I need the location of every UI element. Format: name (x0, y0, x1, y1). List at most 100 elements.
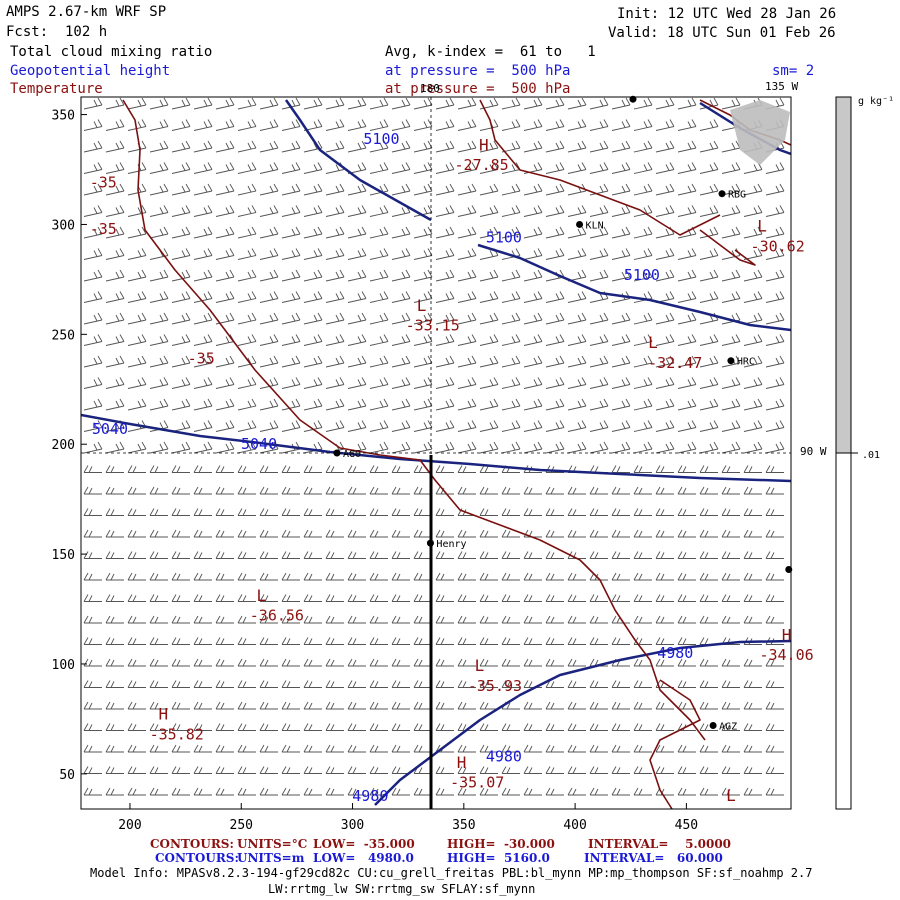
wind-barb (193, 529, 212, 538)
wind-barb (215, 398, 235, 411)
wind-barb (347, 637, 366, 645)
wind-barb (215, 465, 234, 473)
wind-barb (677, 334, 697, 346)
wind-barb (281, 701, 300, 710)
wind-barb (369, 637, 388, 645)
wind-barb (523, 355, 543, 368)
wind-barb (677, 248, 697, 260)
wind-barb (259, 465, 278, 473)
wind-barb (347, 269, 367, 282)
wind-barb (457, 615, 476, 624)
wind-barb (633, 248, 653, 260)
wind-barb (479, 420, 499, 432)
wind-barb (479, 334, 499, 346)
temperature-contour-label: -32.47 (648, 354, 702, 372)
wind-barb (391, 355, 411, 368)
wind-barb (589, 529, 608, 538)
wind-barb (435, 594, 454, 602)
wind-barb (325, 680, 344, 688)
wind-barb (655, 441, 675, 454)
wind-barb (347, 377, 367, 389)
wind-barb (149, 723, 168, 731)
wind-barb (215, 291, 235, 303)
wind-barb (567, 766, 586, 774)
wind-barb (699, 701, 718, 710)
wind-barb (149, 377, 169, 389)
wind-barb (149, 508, 168, 516)
wind-barb (347, 226, 367, 239)
station-label: KLN (586, 220, 604, 231)
wind-barb (215, 334, 235, 346)
field-temp-title: Temperature (10, 81, 103, 97)
wind-barb (259, 658, 278, 667)
wind-barb (435, 441, 455, 454)
wind-barb (347, 334, 367, 346)
wind-barb (215, 658, 234, 667)
wind-barb (171, 291, 191, 303)
wind-barb (721, 465, 740, 473)
wind-barb (479, 787, 498, 796)
wind-barb (325, 119, 345, 131)
wind-barb (171, 615, 190, 624)
wind-barb (303, 248, 323, 260)
wind-barb (567, 334, 587, 346)
wind-barb (171, 140, 191, 153)
wind-barb (369, 312, 389, 325)
wind-barb (567, 248, 587, 260)
wind-barb (721, 615, 740, 624)
wind-barb (171, 529, 190, 538)
wind-barb (259, 723, 278, 731)
wind-barb (765, 269, 785, 282)
wind-barb (435, 226, 455, 239)
wind-barb (457, 744, 476, 753)
wind-barb (765, 594, 784, 602)
wind-barb (589, 508, 608, 516)
wind-barb (633, 312, 653, 325)
wind-barb (413, 312, 433, 325)
wind-barb (237, 529, 256, 538)
wind-barb (721, 508, 740, 516)
wind-barb (171, 226, 191, 239)
wind-barb (259, 140, 279, 153)
wind-barb (721, 205, 741, 217)
wind-barb (611, 594, 630, 602)
station-marker (426, 539, 434, 547)
wind-barb (655, 486, 674, 495)
wind-barb (171, 334, 191, 346)
wind-barb (457, 291, 477, 303)
wind-barb (765, 355, 785, 368)
map-overlay: g kg⁻¹ .01 180 135 W 90 W 200 250 300 350 400 450 3… (52, 80, 895, 833)
wind-barb (149, 486, 168, 495)
wind-barb (545, 766, 564, 774)
wind-barb (215, 269, 235, 282)
wind-barb (501, 766, 520, 774)
wind-barb (281, 248, 301, 260)
wind-barb (523, 508, 542, 516)
wind-barb (303, 183, 323, 196)
wind-barb (391, 140, 411, 153)
wind-barb (171, 398, 191, 411)
wind-barb (567, 744, 586, 753)
wind-barb (721, 594, 740, 602)
wind-barb (391, 183, 411, 196)
wind-barb (611, 312, 631, 325)
temperature-contour-line (649, 679, 701, 809)
wind-barb (83, 508, 102, 516)
wind-barb (699, 291, 719, 303)
wind-barb (193, 787, 212, 796)
wind-barb (281, 766, 300, 774)
wind-barb (655, 723, 674, 731)
wind-barb (589, 248, 609, 260)
wind-barb (193, 183, 213, 196)
x-tick-label: 400 (563, 818, 586, 833)
wind-barb (655, 183, 675, 196)
wind-barb (281, 486, 300, 495)
wind-barb (655, 398, 675, 411)
wind-barb (303, 723, 322, 731)
wind-barb (589, 205, 609, 217)
wind-barb (83, 183, 103, 196)
wind-barb (721, 572, 740, 581)
wind-barb (633, 420, 653, 432)
wind-barb (105, 441, 125, 454)
wind-barb (127, 226, 147, 239)
